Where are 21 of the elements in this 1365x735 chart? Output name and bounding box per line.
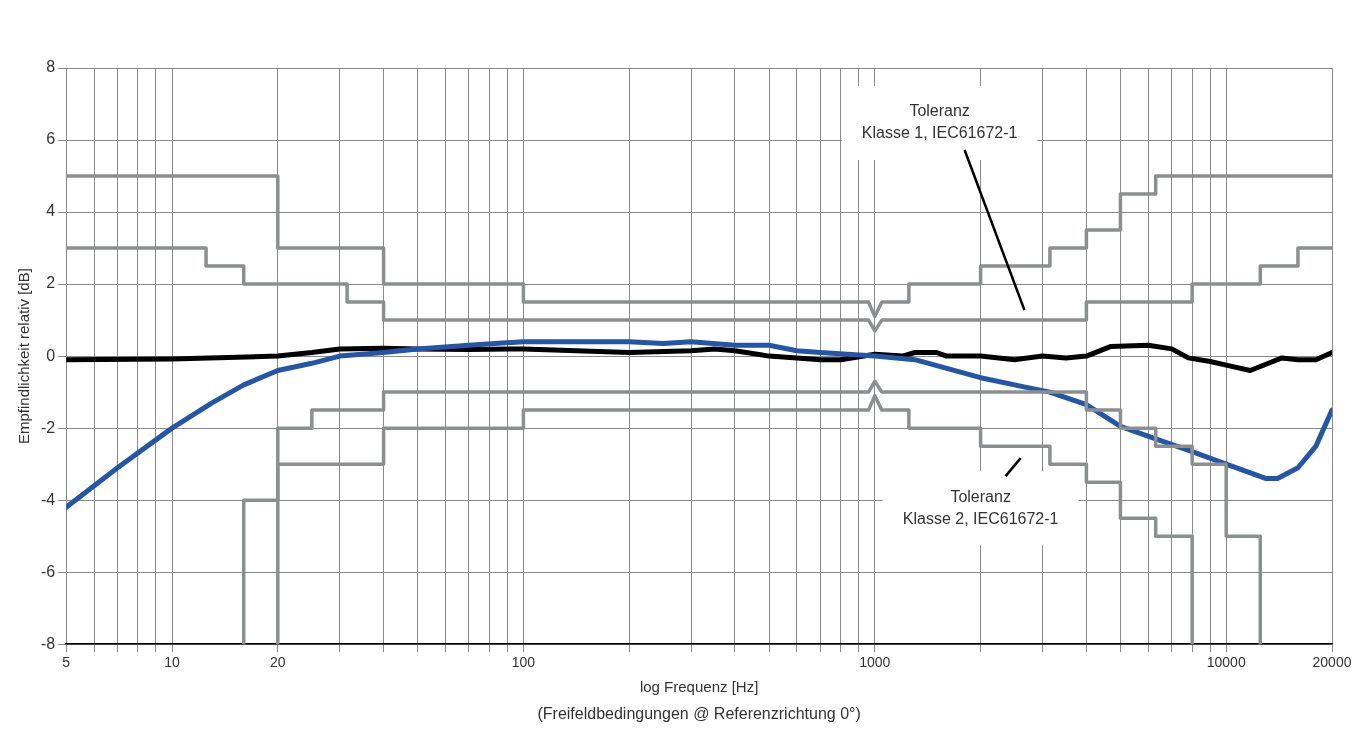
x-tick-label: 20 xyxy=(270,654,286,671)
x-tick-label: 100 xyxy=(511,654,536,671)
x-tick-label: 20000 xyxy=(1312,654,1352,671)
y-tick-label: 0 xyxy=(46,346,56,364)
x-tick-label: 1000 xyxy=(859,654,891,671)
x-tick-label: 10 xyxy=(164,654,181,671)
y-tick-label: -6 xyxy=(40,562,56,580)
text: (Freifeldbedingungen @ Referenzrichtung 0°) xyxy=(537,705,861,723)
annotation: Toleranz Klasse 2, IEC61672-1 xyxy=(902,487,1059,527)
y-tick-label: 4 xyxy=(46,202,56,220)
x-tick-label: 5 xyxy=(62,654,71,671)
y-tick-label: -4 xyxy=(40,490,56,508)
y-tick-label: 8 xyxy=(46,58,56,76)
y-tick-label: -2 xyxy=(40,418,56,436)
y-tick-label: 2 xyxy=(46,274,56,292)
y-axis-title: Empfindlichkeit relativ [dB] xyxy=(15,268,33,445)
annotation: Toleranz Klasse 1, IEC61672-1 xyxy=(861,102,1018,142)
y-tick-label: -8 xyxy=(40,634,56,652)
x-axis-title: log Frequenz [Hz] xyxy=(639,678,759,696)
y-tick-label: 6 xyxy=(46,130,56,148)
x-tick-label: 10000 xyxy=(1206,654,1246,671)
